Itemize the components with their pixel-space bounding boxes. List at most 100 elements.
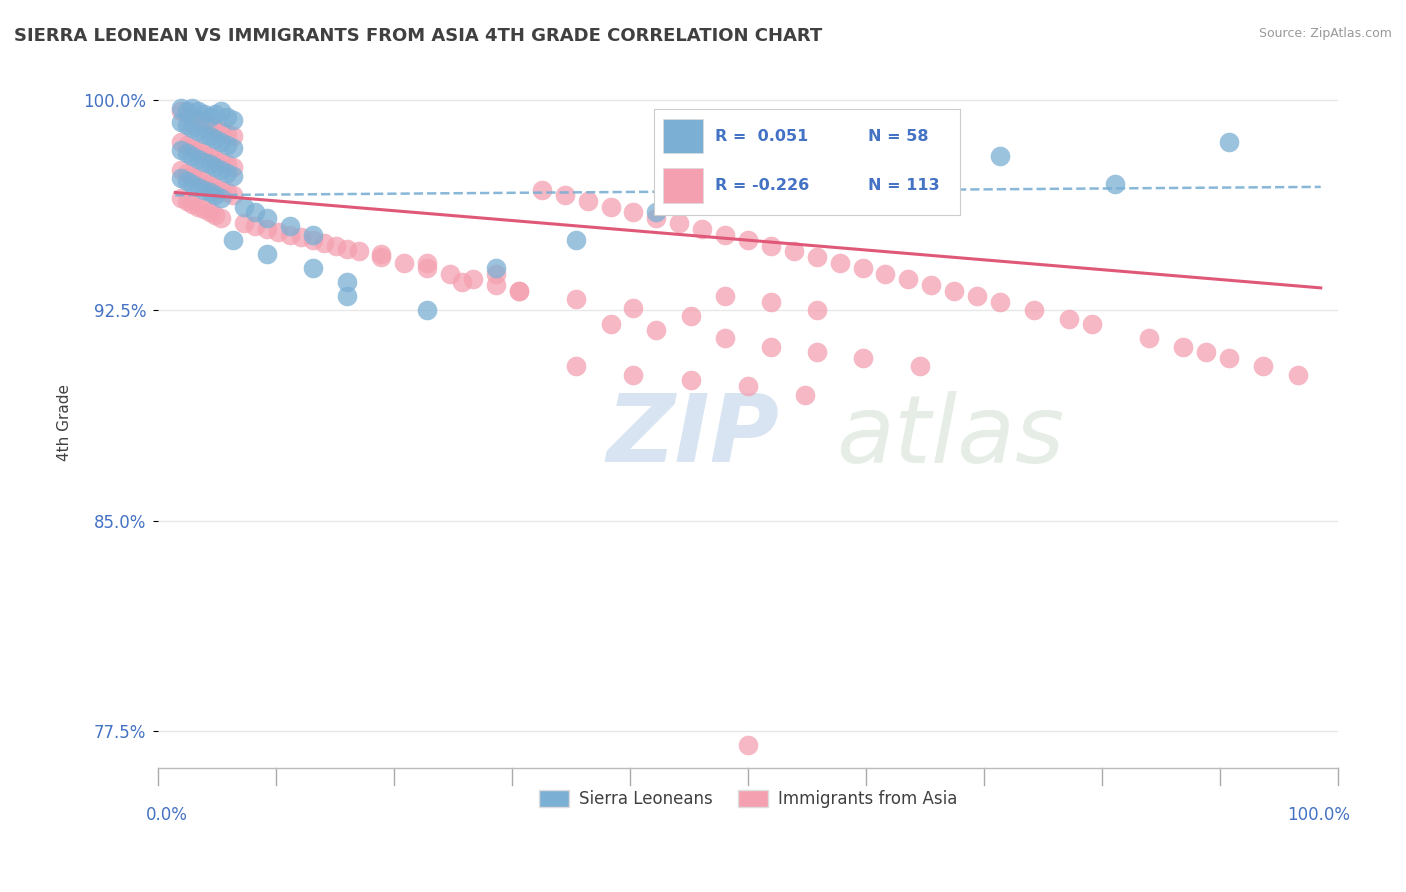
Point — [187, 112, 209, 127]
Point — [176, 137, 198, 152]
Point — [198, 186, 221, 200]
Point — [209, 163, 232, 178]
Point — [193, 174, 215, 188]
Point — [187, 144, 209, 158]
Point — [278, 227, 301, 242]
Point — [198, 129, 221, 144]
Point — [794, 387, 817, 401]
Point — [176, 174, 198, 188]
Point — [233, 200, 256, 214]
Point — [1024, 303, 1046, 318]
Point — [209, 154, 232, 169]
Point — [209, 191, 232, 205]
Point — [1195, 345, 1218, 359]
Point — [325, 239, 347, 253]
Point — [1253, 359, 1275, 374]
Point — [714, 227, 737, 242]
Point — [565, 292, 588, 306]
Point — [737, 233, 759, 247]
Point — [565, 233, 588, 247]
Point — [181, 101, 204, 115]
Point — [347, 244, 370, 259]
Point — [851, 261, 873, 276]
Point — [759, 294, 782, 309]
Point — [215, 186, 238, 200]
Point — [221, 169, 243, 183]
Point — [828, 255, 851, 269]
Point — [336, 242, 359, 256]
Point — [198, 149, 221, 163]
Point — [875, 163, 897, 178]
Point — [193, 183, 215, 197]
Point — [187, 171, 209, 186]
Point — [576, 194, 599, 208]
Point — [193, 154, 215, 169]
Point — [209, 135, 232, 149]
Point — [204, 152, 226, 166]
Point — [198, 118, 221, 132]
Point — [485, 267, 508, 281]
Text: 0.0%: 0.0% — [146, 805, 188, 823]
Point — [204, 120, 226, 135]
Point — [245, 205, 267, 219]
Point — [204, 179, 226, 194]
Point — [215, 110, 238, 124]
Point — [806, 250, 828, 264]
Point — [204, 107, 226, 121]
Point — [508, 284, 530, 298]
Point — [508, 284, 530, 298]
Point — [193, 115, 215, 129]
Point — [176, 104, 198, 119]
Point — [187, 152, 209, 166]
Text: 100.0%: 100.0% — [1286, 805, 1350, 823]
Point — [301, 233, 323, 247]
Point — [181, 196, 204, 211]
Point — [943, 284, 966, 298]
Point — [714, 289, 737, 303]
Point — [193, 202, 215, 217]
Point — [966, 289, 988, 303]
Point — [485, 261, 508, 276]
Point — [204, 132, 226, 146]
Point — [1057, 311, 1080, 326]
Point — [920, 278, 942, 293]
Point — [170, 104, 193, 119]
Point — [198, 157, 221, 171]
Point — [221, 112, 243, 127]
Point — [198, 177, 221, 191]
Point — [485, 278, 508, 293]
Point — [1286, 368, 1309, 382]
Point — [416, 255, 439, 269]
Point — [221, 160, 243, 174]
Point — [193, 107, 215, 121]
Point — [181, 120, 204, 135]
Point — [198, 205, 221, 219]
Point — [336, 289, 359, 303]
Point — [267, 225, 290, 239]
Point — [565, 359, 588, 374]
Point — [1218, 135, 1240, 149]
Point — [851, 351, 873, 365]
Point — [679, 309, 702, 323]
Point — [416, 303, 439, 318]
Point — [623, 301, 645, 315]
Point — [278, 219, 301, 234]
Point — [170, 191, 193, 205]
Point — [256, 247, 278, 261]
Point — [290, 230, 312, 244]
Point — [187, 179, 209, 194]
Point — [301, 261, 323, 276]
Point — [645, 205, 668, 219]
Point — [679, 374, 702, 388]
Point — [783, 244, 806, 259]
Point — [301, 227, 323, 242]
Point — [314, 235, 336, 250]
Text: atlas: atlas — [837, 391, 1064, 482]
Point — [204, 188, 226, 202]
Point — [187, 104, 209, 119]
Text: ZIP: ZIP — [606, 391, 779, 483]
Point — [806, 345, 828, 359]
Point — [690, 222, 713, 236]
Point — [806, 303, 828, 318]
Point — [215, 166, 238, 180]
